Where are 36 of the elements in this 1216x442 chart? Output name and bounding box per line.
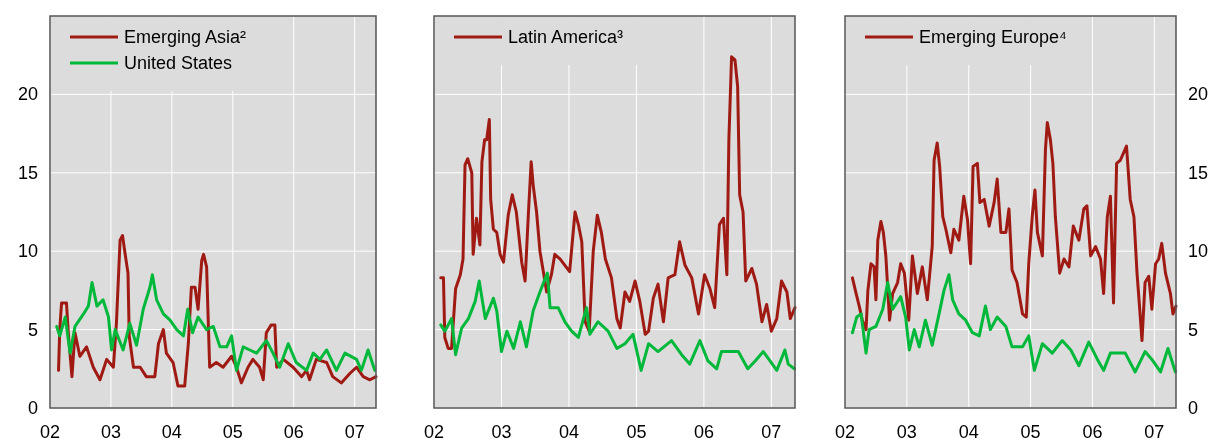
x-tick-label: 06	[693, 422, 714, 442]
x-tick-label: 03	[896, 422, 917, 442]
x-tick-label: 04	[161, 422, 182, 442]
x-tick-label: 02	[834, 422, 856, 442]
x-tick-label: 02	[423, 422, 445, 442]
y2-tick-label: 10	[1188, 241, 1209, 262]
legend-label: Emerging Asia²	[124, 27, 247, 47]
y-tick-label: 20	[17, 84, 38, 105]
x-tick-label: 03	[100, 422, 121, 442]
legend-label: Latin America³	[508, 27, 624, 47]
x-tick-label: 07	[1144, 422, 1165, 442]
x-tick-label: 06	[283, 422, 304, 442]
y2-tick-label: 0	[1188, 398, 1199, 418]
x-tick-label: 05	[626, 422, 647, 442]
y2-tick-label: 20	[1188, 84, 1209, 105]
line-series	[850, 273, 1177, 374]
legend-label: Emerging Europe⁴	[919, 27, 1067, 47]
x-tick-label: 05	[222, 422, 243, 442]
line-series	[850, 121, 1178, 343]
y2-tick-label: 5	[1188, 319, 1199, 340]
x-tick-label: 07	[761, 422, 782, 442]
x-tick-label: 02	[39, 422, 61, 442]
line-series	[55, 273, 377, 372]
legend-label: United States	[124, 53, 233, 73]
y-tick-label: 5	[27, 319, 38, 340]
x-tick-label: 03	[491, 422, 512, 442]
y2-tick-label: 15	[1188, 162, 1209, 183]
x-tick-label: 07	[344, 422, 365, 442]
y-tick-label: 10	[17, 241, 38, 262]
y-tick-label: 0	[27, 398, 38, 418]
x-tick-label: 04	[958, 422, 979, 442]
y-tick-label: 15	[17, 162, 38, 183]
x-tick-label: 04	[558, 422, 579, 442]
line-series	[57, 234, 378, 388]
x-tick-label: 05	[1020, 422, 1041, 442]
x-tick-label: 06	[1082, 422, 1103, 442]
